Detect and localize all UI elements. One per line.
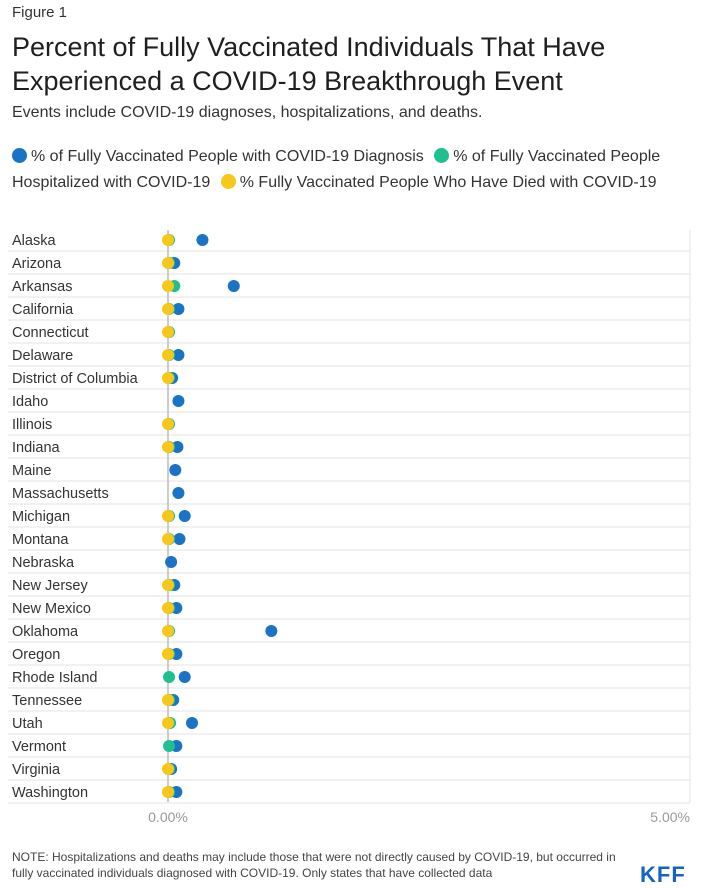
dot-died [162,602,174,614]
dot-diagnosis [172,349,185,361]
dot-died [162,441,174,453]
figure-label: Figure 1 [12,4,68,21]
legend-dot-hospitalized [434,148,450,163]
category-label: Indiana [12,440,61,456]
dot-diagnosis [227,280,240,292]
dot-died [162,694,174,706]
category-label: Tennessee [12,693,82,709]
legend-entry-hospitalized[interactable]: % of Fully Vaccinated People Hospitalize… [12,148,660,191]
x-tick-label: 5.00% [650,809,690,825]
dot-died [162,418,174,430]
dot-died [162,234,174,246]
dot-diagnosis [265,625,278,637]
legend-label-hospitalized: % of Fully Vaccinated People Hospitalize… [12,148,661,191]
category-label: Alaska [12,233,56,249]
dot-diagnosis [178,671,191,683]
dot-died [162,717,174,729]
dot-diagnosis [196,234,209,246]
legend-entry-diagnosis[interactable]: % of Fully Vaccinated People with COVID-… [12,148,424,165]
dot-died [162,786,174,798]
category-label: Connecticut [12,325,89,341]
category-label: Oklahoma [12,624,79,640]
dot-died [162,648,174,660]
legend-label-diagnosis: % of Fully Vaccinated People with COVID-… [31,148,424,165]
dot-died [162,510,174,522]
category-label: Nebraska [12,555,75,571]
dot-hospitalized [163,671,176,683]
dot-died [162,579,174,591]
category-label: Michigan [12,509,70,525]
category-label: Oregon [12,647,60,663]
dot-died [162,763,174,775]
dot-diagnosis [172,487,185,499]
category-label: Utah [12,716,43,732]
dot-diagnosis [178,510,191,522]
category-label: Arkansas [12,279,72,295]
category-label: Illinois [12,417,52,433]
dot-diagnosis [169,464,182,476]
dot-died [162,303,174,315]
category-label: Arizona [12,256,62,272]
dot-plot: Alaska Arizona Arkansas California Connectic… [8,230,691,825]
category-label: Vermont [12,739,66,755]
dot-diagnosis [186,717,199,729]
dot-diagnosis [171,441,184,453]
brand-logo: KFF [640,862,686,887]
category-label: Rhode Island [12,670,97,686]
dot-diagnosis [173,533,186,545]
dot-died [162,257,174,269]
chart-subtitle: Events include COVID-19 diagnoses, hospi… [12,104,483,121]
dot-died [162,326,174,338]
category-label: Delaware [12,348,73,364]
category-label: New Mexico [12,601,91,617]
category-label: Montana [12,532,69,548]
dot-died [162,349,174,361]
dot-died [162,280,174,292]
chart-note: NOTE: Hospitalizations and deaths may in… [12,850,616,880]
legend: % of Fully Vaccinated People with COVID-… [12,144,692,196]
category-label: Maine [12,463,52,479]
category-label: District of Columbia [12,371,139,387]
legend-dot-diagnosis [12,148,27,163]
category-label: Washington [12,785,88,801]
category-label: Massachusetts [12,486,109,502]
legend-dot-died [220,174,236,189]
legend-label-died: % Fully Vaccinated People Who Have Died … [239,174,657,191]
dot-died [162,372,174,384]
category-label: California [12,302,74,318]
legend-entry-died[interactable]: % Fully Vaccinated People Who Have Died … [220,174,657,191]
dot-died [162,533,174,545]
dot-died [162,625,174,637]
dot-diagnosis [172,395,185,407]
x-tick-label: 0.00% [148,809,188,825]
chart-title: Percent of Fully Vaccinated Individuals … [12,32,606,96]
category-label: New Jersey [12,578,88,594]
category-label: Virginia [12,762,61,778]
dot-diagnosis [172,303,185,315]
category-label: Idaho [12,394,48,410]
dot-hospitalized [163,740,176,752]
dot-diagnosis [165,556,178,568]
